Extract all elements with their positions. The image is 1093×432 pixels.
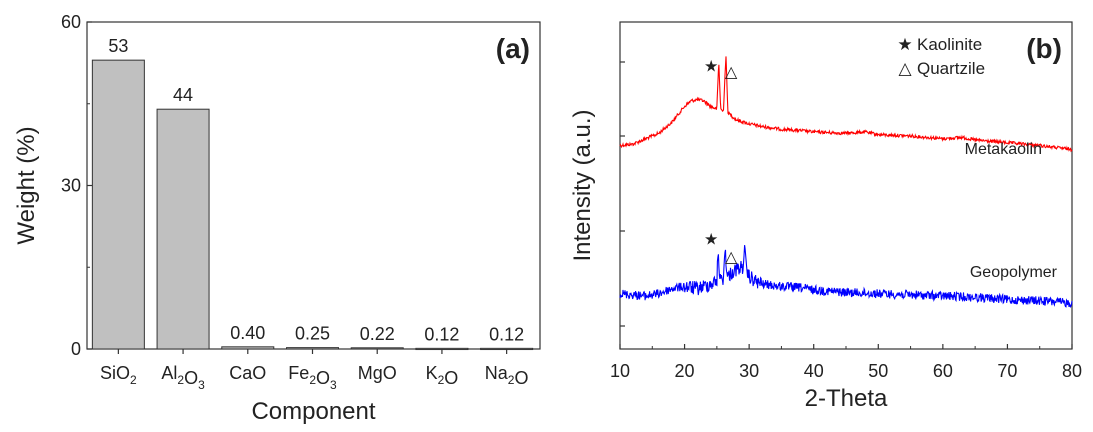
series-label-geopolymer: Geopolymer bbox=[970, 264, 1058, 281]
quartzile-marker: △ bbox=[725, 249, 738, 266]
legend-kaolinite-marker: ★ bbox=[897, 35, 912, 54]
category-label: Na2O bbox=[485, 363, 529, 388]
panel-b-xtick-label: 80 bbox=[1062, 361, 1082, 381]
series-line-metakaolin bbox=[619, 56, 1073, 153]
category-label: Al2O3 bbox=[161, 363, 205, 392]
bar-value-label: 0.22 bbox=[360, 324, 395, 344]
category-label: CaO bbox=[229, 363, 266, 383]
series-line-geopolymer bbox=[619, 245, 1073, 308]
bar-value-label: 0.12 bbox=[489, 324, 524, 344]
bar-cao bbox=[221, 346, 275, 350]
bar-fe2o3 bbox=[286, 347, 339, 350]
series-label-metakaolin: Metakaolin bbox=[965, 141, 1042, 158]
kaolinite-marker: ★ bbox=[704, 231, 718, 248]
panel-b-xtick-label: 30 bbox=[739, 361, 759, 381]
category-label: SiO2 bbox=[100, 363, 137, 387]
panel-b-xtick-label: 60 bbox=[933, 361, 953, 381]
quartzile-marker: △ bbox=[725, 64, 738, 81]
bar-mgo bbox=[350, 347, 404, 350]
kaolinite-marker: ★ bbox=[704, 59, 718, 76]
panel-a-xlabel: Component bbox=[251, 398, 375, 425]
panel-a-label: (a) bbox=[496, 33, 530, 64]
bar-value-label: 53 bbox=[108, 36, 128, 56]
panel-b-xtick-label: 70 bbox=[997, 361, 1017, 381]
bar-value-label: 0.25 bbox=[295, 324, 330, 344]
panel-a-ylabel: Weight (%) bbox=[13, 126, 40, 244]
panel-a-ytick-label: 0 bbox=[71, 339, 81, 359]
bar-al2o3 bbox=[156, 108, 210, 350]
category-label: Fe2O3 bbox=[288, 363, 337, 392]
legend-quartzile-label: Quartzile bbox=[917, 59, 985, 78]
panel-b-xtick-label: 10 bbox=[610, 361, 630, 381]
bar-value-label: 0.40 bbox=[230, 323, 265, 343]
panel-b-xtick-label: 50 bbox=[868, 361, 888, 381]
bar-value-label: 0.12 bbox=[424, 324, 459, 344]
bar-value-label: 44 bbox=[173, 85, 193, 105]
panel-a-frame bbox=[86, 21, 541, 350]
panel-b-xtick-label: 20 bbox=[675, 361, 695, 381]
panel-a-ytick-label: 60 bbox=[61, 12, 81, 32]
legend-kaolinite-label: Kaolinite bbox=[917, 35, 982, 54]
panel-b-xtick-label: 40 bbox=[804, 361, 824, 381]
category-label: K2O bbox=[426, 363, 459, 388]
legend-quartzile-marker: △ bbox=[898, 59, 912, 78]
bar-sio bbox=[91, 59, 145, 350]
category-label: MgO bbox=[358, 363, 397, 383]
panel-b-label: (b) bbox=[1026, 33, 1062, 64]
panel-b-xlabel: 2-Theta bbox=[805, 385, 888, 412]
panel-b-ylabel: Intensity (a.u.) bbox=[569, 109, 596, 261]
panel-a-ytick-label: 30 bbox=[61, 176, 81, 196]
